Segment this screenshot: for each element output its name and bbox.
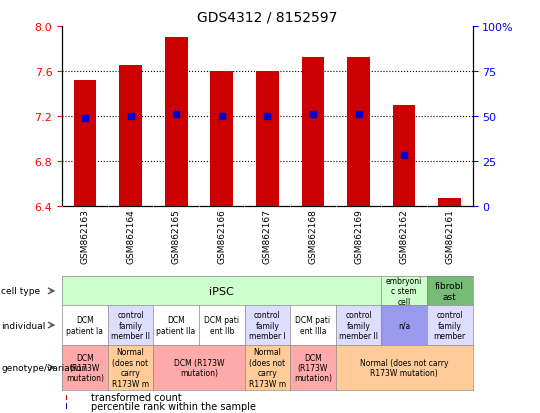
Text: GSM862166: GSM862166 bbox=[217, 208, 226, 263]
Text: Normal
(does not
carry
R173W m: Normal (does not carry R173W m bbox=[112, 347, 149, 388]
Bar bbox=[210, 72, 233, 206]
Text: GSM862165: GSM862165 bbox=[172, 208, 180, 263]
Text: control
family
member II: control family member II bbox=[111, 311, 150, 340]
Text: percentile rank within the sample: percentile rank within the sample bbox=[91, 401, 256, 411]
Bar bbox=[119, 66, 142, 206]
Text: DCM
(R173W
mutation): DCM (R173W mutation) bbox=[294, 353, 332, 382]
Bar bbox=[256, 72, 279, 206]
Text: n/a: n/a bbox=[398, 321, 410, 330]
Text: cell type: cell type bbox=[1, 287, 40, 296]
Text: GSM862163: GSM862163 bbox=[80, 208, 90, 263]
Title: GDS4312 / 8152597: GDS4312 / 8152597 bbox=[197, 10, 338, 24]
Bar bbox=[66, 403, 68, 409]
Bar bbox=[301, 58, 325, 206]
Text: GSM862161: GSM862161 bbox=[445, 208, 454, 263]
Text: control
family
member: control family member bbox=[434, 311, 466, 340]
Bar bbox=[347, 58, 370, 206]
Text: fibrobl
ast: fibrobl ast bbox=[435, 282, 464, 301]
Text: GSM862164: GSM862164 bbox=[126, 208, 135, 263]
Text: iPSC: iPSC bbox=[210, 286, 234, 296]
Text: GSM862168: GSM862168 bbox=[308, 208, 318, 263]
Text: DCM (R173W
mutation): DCM (R173W mutation) bbox=[174, 358, 224, 377]
Text: transformed count: transformed count bbox=[91, 392, 181, 402]
Bar bbox=[393, 105, 415, 206]
Text: Normal
(does not
carry
R173W m: Normal (does not carry R173W m bbox=[249, 347, 286, 388]
Bar bbox=[66, 394, 68, 400]
Text: embryoni
c stem
cell: embryoni c stem cell bbox=[386, 276, 422, 306]
Text: GSM862162: GSM862162 bbox=[400, 208, 409, 263]
Text: DCM
(R173W
mutation): DCM (R173W mutation) bbox=[66, 353, 104, 382]
Text: individual: individual bbox=[1, 321, 45, 330]
Text: GSM862167: GSM862167 bbox=[263, 208, 272, 263]
Text: GSM862169: GSM862169 bbox=[354, 208, 363, 263]
Bar bbox=[438, 199, 461, 206]
Text: DCM pati
ent IIb: DCM pati ent IIb bbox=[204, 316, 239, 335]
Bar bbox=[165, 38, 187, 207]
Text: DCM
patient Ia: DCM patient Ia bbox=[66, 316, 103, 335]
Text: DCM pati
ent IIIa: DCM pati ent IIIa bbox=[295, 316, 330, 335]
Text: Normal (does not carry
R173W mutation): Normal (does not carry R173W mutation) bbox=[360, 358, 448, 377]
Text: control
family
member II: control family member II bbox=[339, 311, 378, 340]
Text: DCM
patient IIa: DCM patient IIa bbox=[157, 316, 195, 335]
Bar bbox=[73, 81, 96, 206]
Text: control
family
member I: control family member I bbox=[249, 311, 286, 340]
Text: genotype/variation: genotype/variation bbox=[1, 363, 87, 372]
